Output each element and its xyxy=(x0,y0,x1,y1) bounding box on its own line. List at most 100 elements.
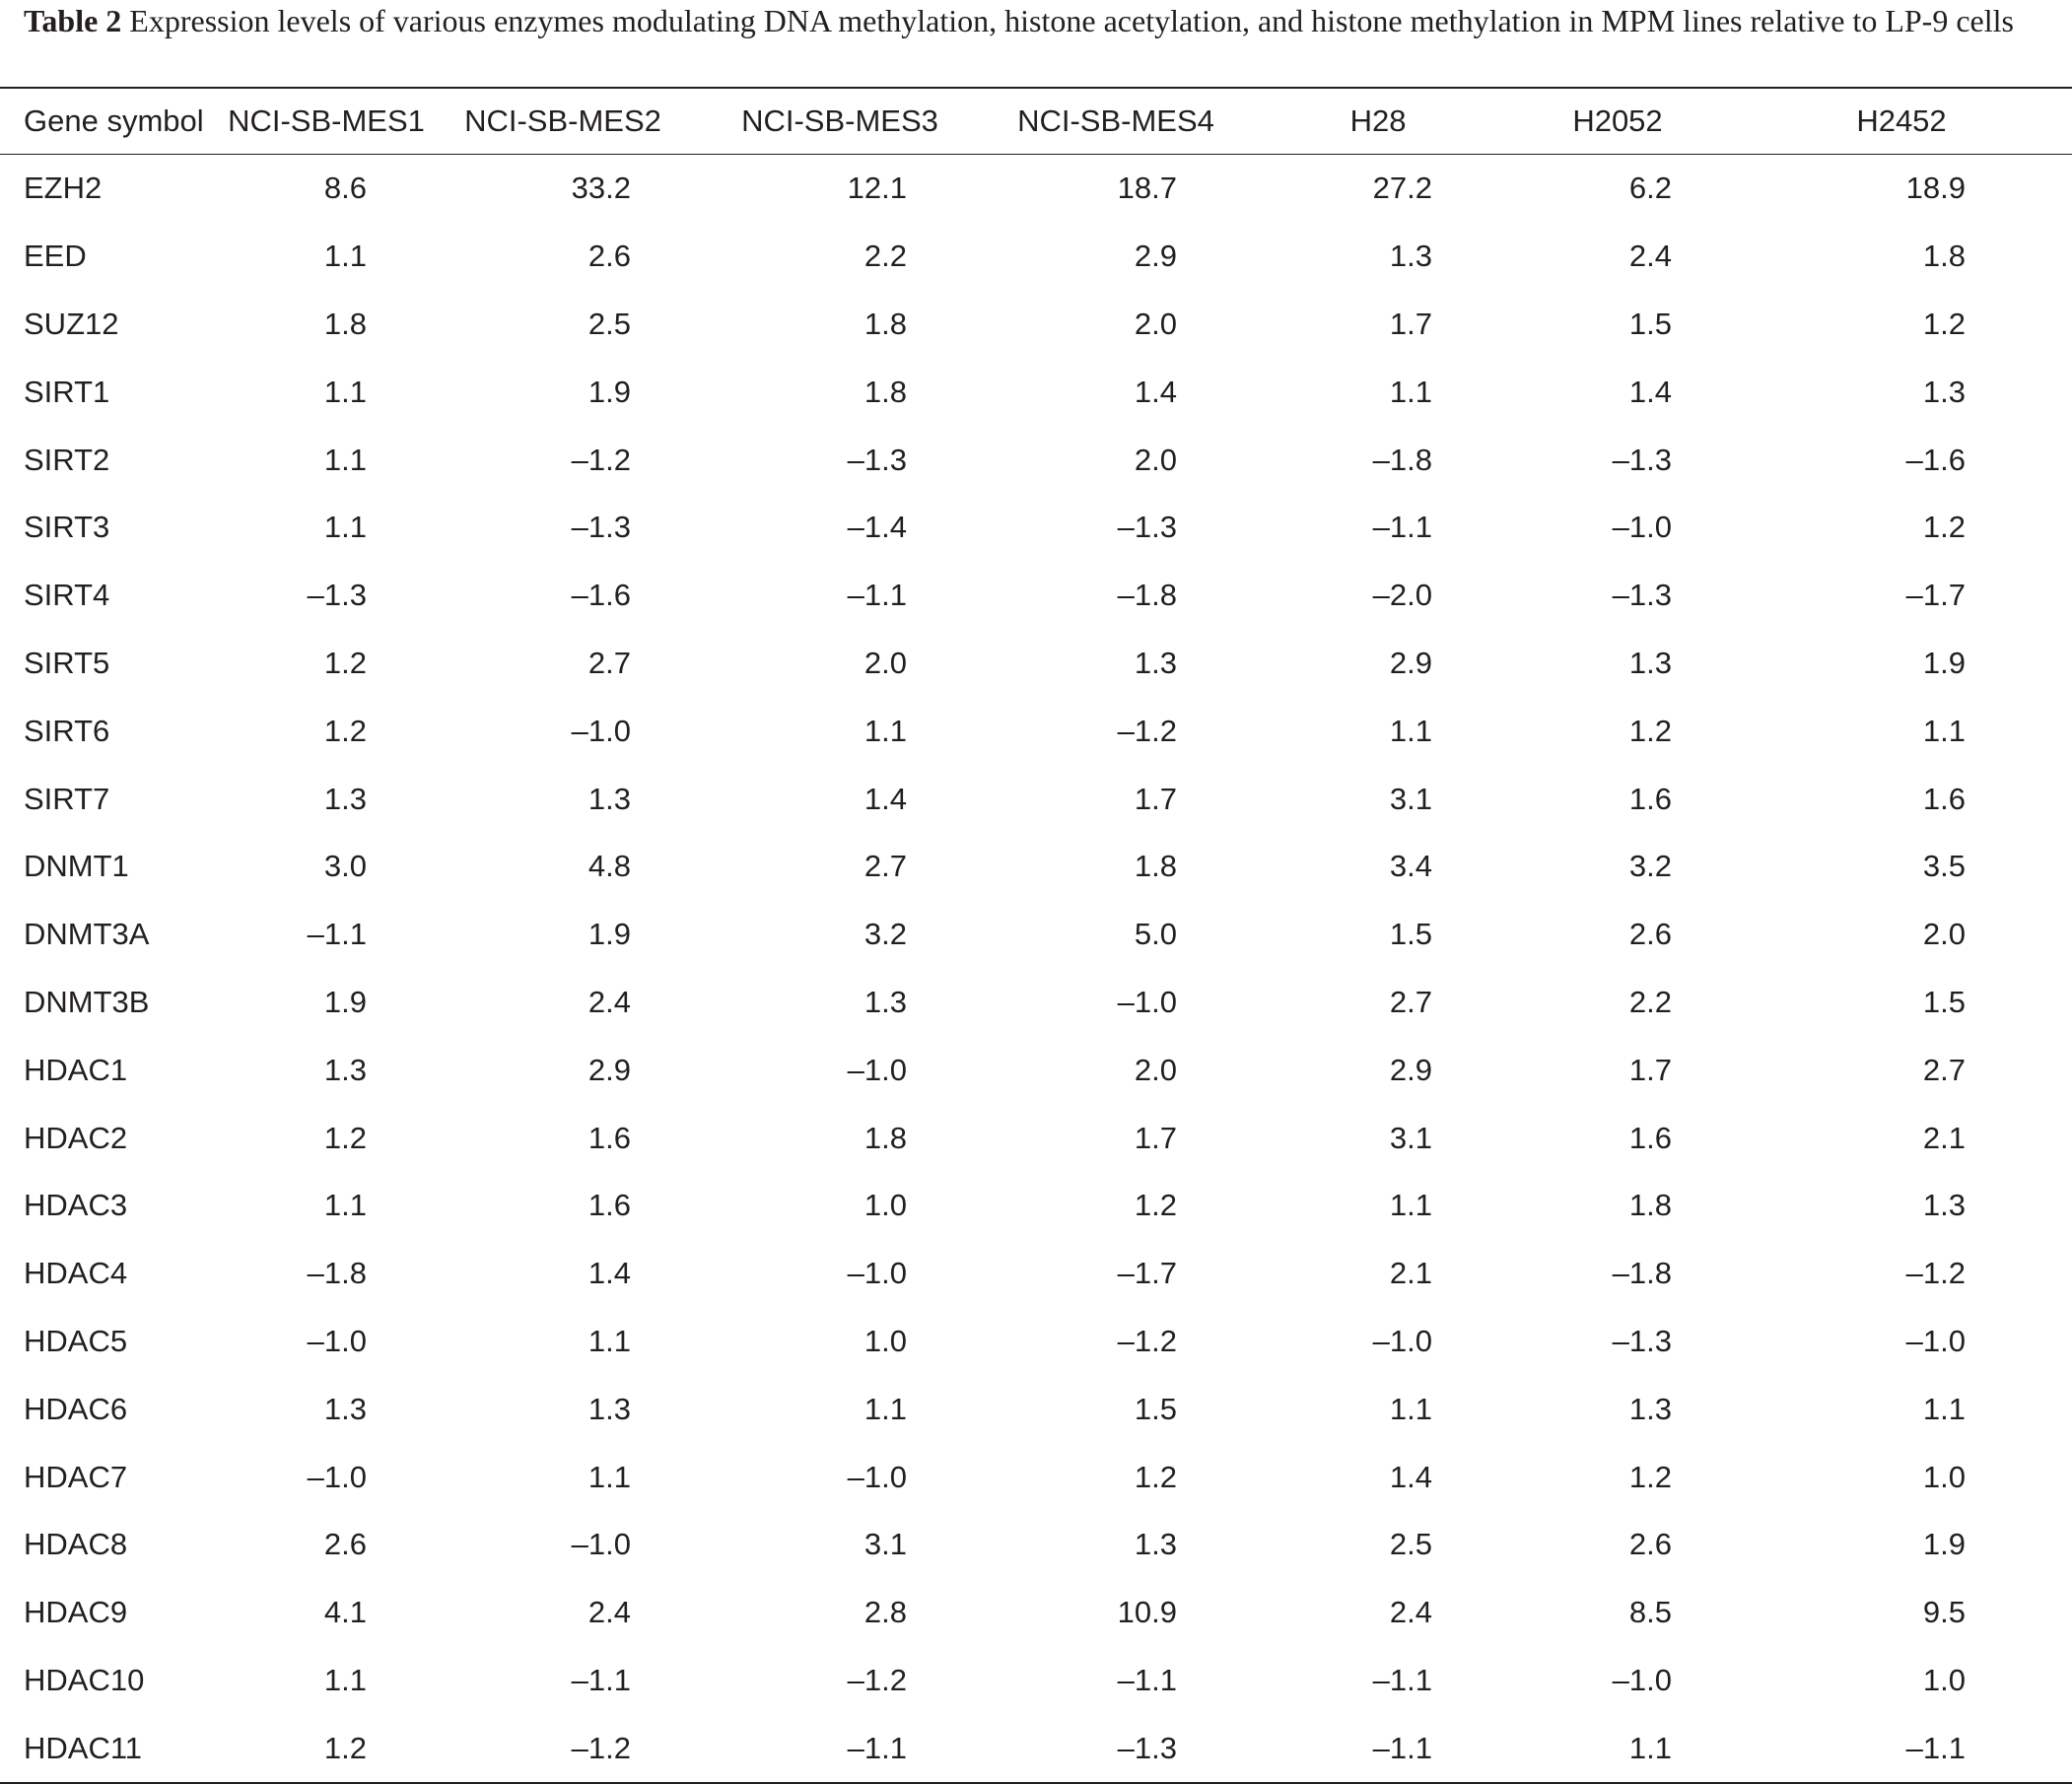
value-cell: 2.0 xyxy=(1134,306,1177,341)
value-cell: –1.0 xyxy=(571,713,631,748)
value-cell: 1.9 xyxy=(587,917,631,952)
value-cell: 1.7 xyxy=(1389,306,1432,341)
value-cell: 1.7 xyxy=(1134,781,1177,816)
value-cell: 1.0 xyxy=(1922,1459,1966,1494)
value-cell: –1.0 xyxy=(1117,984,1177,1019)
value-cell: 5.0 xyxy=(1134,917,1177,952)
value-cell: 3.1 xyxy=(1389,781,1432,816)
value-cell: 1.5 xyxy=(1134,1391,1177,1426)
header-row: Gene symbol NCI-SB-MES1 NCI-SB-MES2 NCI-… xyxy=(0,88,2072,155)
table-row: SIRT6 1.2 –1.0 1.1 –1.2 1.1 1.2 1.1 xyxy=(0,697,2072,765)
column-header: NCI-SB-MES2 xyxy=(464,103,661,138)
gene-symbol-cell: HDAC8 xyxy=(24,1527,128,1562)
value-cell: –1.3 xyxy=(1612,442,1672,477)
value-cell: –1.1 xyxy=(1372,1662,1432,1697)
value-cell: –1.7 xyxy=(1905,578,1966,613)
gene-symbol-cell: HDAC9 xyxy=(24,1595,128,1630)
table-row: SUZ12 1.8 2.5 1.8 2.0 1.7 1.5 1.2 xyxy=(0,291,2072,359)
value-cell: 1.3 xyxy=(323,1391,367,1426)
value-cell: 1.1 xyxy=(1628,1730,1672,1765)
gene-symbol-cell: DNMT3B xyxy=(24,984,150,1019)
value-cell: 1.0 xyxy=(863,1323,907,1358)
value-cell: 1.9 xyxy=(1922,1527,1966,1562)
table-row: EZH2 8.6 33.2 12.1 18.7 27.2 6.2 18.9 xyxy=(0,155,2072,223)
table-row: SIRT1 1.1 1.9 1.8 1.4 1.1 1.4 1.3 xyxy=(0,358,2072,426)
value-cell: 12.1 xyxy=(847,171,907,206)
table-row: SIRT7 1.3 1.3 1.4 1.7 3.1 1.6 1.6 xyxy=(0,765,2072,833)
gene-symbol-cell: SIRT7 xyxy=(24,781,110,816)
value-cell: 2.7 xyxy=(1389,984,1432,1019)
value-cell: 2.0 xyxy=(1134,442,1177,477)
gene-symbol-cell: HDAC10 xyxy=(24,1662,145,1697)
table-row: SIRT2 1.1 –1.2 –1.3 2.0 –1.8 –1.3 –1.6 xyxy=(0,426,2072,494)
value-cell: –1.1 xyxy=(847,578,907,613)
value-cell: 2.8 xyxy=(863,1595,907,1630)
column-header: H2452 xyxy=(1856,103,1947,138)
value-cell: 2.6 xyxy=(323,1527,367,1562)
value-cell: 1.3 xyxy=(863,984,907,1019)
value-cell: 2.6 xyxy=(1628,1527,1672,1562)
value-cell: 1.8 xyxy=(1922,239,1966,274)
value-cell: 2.0 xyxy=(1134,1052,1177,1087)
value-cell: 1.1 xyxy=(1922,1391,1966,1426)
value-cell: 27.2 xyxy=(1372,171,1432,206)
gene-symbol-cell: SIRT4 xyxy=(24,578,110,613)
table-row: HDAC3 1.1 1.6 1.0 1.2 1.1 1.8 1.3 xyxy=(0,1172,2072,1240)
column-header: Gene symbol xyxy=(24,103,204,138)
value-cell: 1.7 xyxy=(1628,1052,1672,1087)
value-cell: 1.9 xyxy=(323,984,367,1019)
value-cell: 2.7 xyxy=(1922,1052,1966,1087)
value-cell: –1.2 xyxy=(1905,1256,1966,1291)
gene-symbol-cell: HDAC11 xyxy=(24,1730,143,1765)
value-cell: 1.3 xyxy=(587,1391,631,1426)
table-row: HDAC11 1.2 –1.2 –1.1 –1.3 –1.1 1.1 –1.1 xyxy=(0,1714,2072,1784)
value-cell: –1.1 xyxy=(1117,1662,1177,1697)
table-container: Gene symbol NCI-SB-MES1 NCI-SB-MES2 NCI-… xyxy=(0,87,2072,1784)
value-cell: 2.7 xyxy=(587,645,631,680)
expression-table: Gene symbol NCI-SB-MES1 NCI-SB-MES2 NCI-… xyxy=(0,87,2072,1784)
value-cell: 1.8 xyxy=(863,306,907,341)
table-row: HDAC8 2.6 –1.0 3.1 1.3 2.5 2.6 1.9 xyxy=(0,1511,2072,1579)
value-cell: –1.6 xyxy=(1905,442,1966,477)
gene-symbol-cell: SIRT3 xyxy=(24,510,110,545)
value-cell: 1.1 xyxy=(863,1391,907,1426)
value-cell: 2.4 xyxy=(1389,1595,1432,1630)
value-cell: 1.3 xyxy=(323,1052,367,1087)
gene-symbol-cell: SIRT2 xyxy=(24,442,110,477)
value-cell: –1.0 xyxy=(307,1323,367,1358)
value-cell: 18.7 xyxy=(1117,171,1177,206)
value-cell: 3.5 xyxy=(1922,849,1966,884)
value-cell: –1.0 xyxy=(847,1459,907,1494)
table-row: SIRT4 –1.3 –1.6 –1.1 –1.8 –2.0 –1.3 –1.7 xyxy=(0,562,2072,630)
gene-symbol-cell: DNMT3A xyxy=(24,917,150,952)
value-cell: 1.2 xyxy=(323,645,367,680)
table-row: SIRT3 1.1 –1.3 –1.4 –1.3 –1.1 –1.0 1.2 xyxy=(0,494,2072,562)
value-cell: –1.1 xyxy=(1372,1730,1432,1765)
value-cell: 1.0 xyxy=(1922,1662,1966,1697)
gene-symbol-cell: HDAC3 xyxy=(24,1188,128,1223)
value-cell: 1.3 xyxy=(323,781,367,816)
value-cell: 3.1 xyxy=(1389,1120,1432,1155)
table-body: EZH2 8.6 33.2 12.1 18.7 27.2 6.2 18.9 EED 1.1 2.6 2… xyxy=(0,155,2072,1784)
value-cell: 9.5 xyxy=(1922,1595,1966,1630)
value-cell: –1.1 xyxy=(571,1662,631,1697)
value-cell: –1.8 xyxy=(1117,578,1177,613)
value-cell: 1.2 xyxy=(323,1120,367,1155)
value-cell: –1.1 xyxy=(307,917,367,952)
value-cell: 1.2 xyxy=(1922,510,1966,545)
value-cell: 1.1 xyxy=(1922,713,1966,748)
value-cell: 1.9 xyxy=(587,374,631,409)
value-cell: 1.3 xyxy=(1134,645,1177,680)
value-cell: –1.2 xyxy=(847,1662,907,1697)
value-cell: 1.2 xyxy=(1134,1188,1177,1223)
value-cell: 2.4 xyxy=(587,1595,631,1630)
value-cell: –1.4 xyxy=(847,510,907,545)
value-cell: 3.0 xyxy=(323,849,367,884)
value-cell: 1.3 xyxy=(1922,374,1966,409)
value-cell: –1.6 xyxy=(571,578,631,613)
value-cell: 10.9 xyxy=(1117,1595,1177,1630)
value-cell: 1.0 xyxy=(863,1188,907,1223)
value-cell: 1.1 xyxy=(323,442,367,477)
value-cell: 1.4 xyxy=(863,781,907,816)
value-cell: 1.1 xyxy=(323,510,367,545)
